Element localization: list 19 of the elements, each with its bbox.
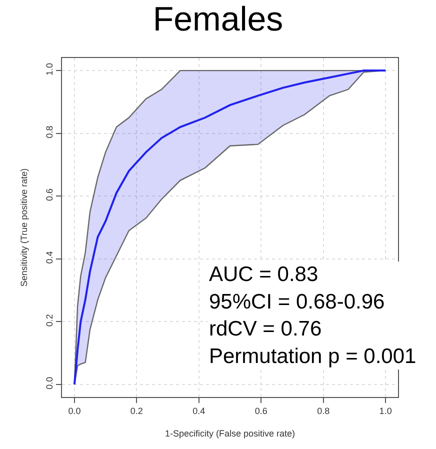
annotation: 95%CI = 0.68-0.96 — [209, 290, 385, 314]
x-tick-label: 0.4 — [192, 406, 206, 416]
y-tick-label: 0.4 — [44, 251, 54, 264]
x-tick-label: 0.6 — [254, 406, 268, 416]
x-tick-label: 0.2 — [130, 406, 143, 416]
x-tick-label: 0.8 — [317, 406, 330, 416]
y-axis-title: Sensitivity (True positive rate) — [18, 168, 29, 287]
x-axis-title: 1-Specificity (False positive rate) — [164, 428, 296, 439]
y-tick-label: 0.8 — [44, 126, 54, 138]
y-tick-label: 0.6 — [44, 188, 54, 202]
y-tick-label: 0.2 — [44, 314, 54, 327]
annotation: Permutation p = 0.001 — [209, 344, 416, 368]
annotation: AUC = 0.83 — [209, 263, 318, 286]
chart-title: Females — [152, 0, 284, 39]
x-tick-label: 0.0 — [68, 406, 81, 416]
y-tick-label: 1.0 — [44, 62, 54, 76]
annotation: rdCV = 0.76 — [209, 318, 322, 341]
x-tick-label: 1.0 — [379, 406, 392, 416]
y-tick-label: 0.0 — [44, 376, 54, 390]
